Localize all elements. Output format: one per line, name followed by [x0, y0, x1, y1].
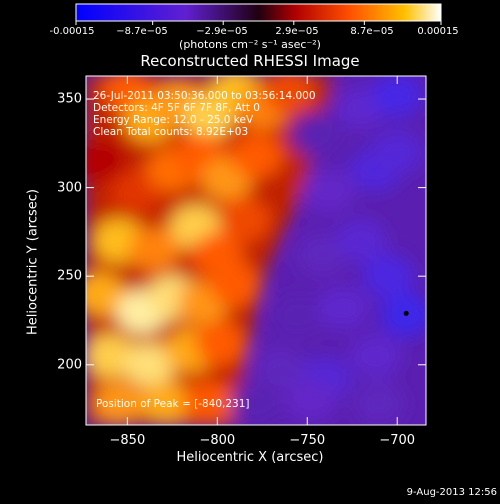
- heatmap-blob: [230, 381, 283, 425]
- colorbar-tick-label: 0.00015: [417, 26, 459, 37]
- time-range-line: 26-Jul-2011 03:50:36.000 to 03:56:14.000: [93, 90, 316, 102]
- heatmap-blob: [140, 381, 193, 425]
- y-tick-label: 300: [57, 180, 82, 196]
- heatmap-blob: [290, 112, 343, 157]
- heatmap-blob: [209, 263, 262, 308]
- x-axis-label: Heliocentric X (arcsec): [176, 450, 324, 465]
- detectors-line: Detectors: 4F 5F 6F 7F 8F, Att 0: [93, 102, 260, 114]
- colorbar-tick-label: 2.9e−05: [275, 26, 319, 37]
- heatmap-blob: [128, 227, 181, 272]
- heatmap-blob: [86, 139, 127, 184]
- heatmap-blob: [317, 286, 370, 331]
- heatmap-blob: [349, 333, 402, 378]
- heatmap-blob: [295, 232, 348, 277]
- heatmap-blob: [254, 346, 307, 391]
- heatmap-blob: [86, 333, 136, 378]
- heatmap-blob: [122, 342, 175, 387]
- heatmap-blob: [335, 218, 388, 263]
- x-tick-label: −750: [289, 433, 326, 448]
- heatmap-blob: [218, 197, 271, 242]
- x-tick-label: −850: [109, 433, 146, 448]
- peak-marker: [403, 310, 409, 316]
- heatmap-blobs: [86, 76, 426, 425]
- y-tick-label: 250: [57, 268, 82, 284]
- heatmap-blob: [230, 133, 283, 178]
- date-stamp: 9-Aug-2013 12:56: [406, 487, 497, 498]
- heatmap-blob: [371, 76, 424, 118]
- heatmap-blob: [194, 321, 247, 366]
- energy-range-line: Energy Range: 12.0 - 25.0 keV: [93, 114, 254, 126]
- plot-frame: [85, 75, 427, 426]
- y-tick-label: 200: [57, 357, 82, 373]
- heatmap-blob: [182, 381, 235, 425]
- y-axis-label: Heliocentric Y (arcsec): [25, 189, 41, 335]
- heatmap-blob: [86, 271, 125, 316]
- peak-position-label: Position of Peak = [-840,231]: [96, 398, 250, 410]
- x-tick-label: −700: [379, 433, 416, 448]
- heatmap-blob: [353, 381, 406, 425]
- colorbar-tick-marks: [75, 21, 442, 25]
- heatmap-blob: [380, 293, 426, 338]
- y-tick-label: 350: [57, 91, 82, 107]
- heatmap-blob: [371, 130, 424, 175]
- colorbar-tick-label: -0.00015: [49, 26, 95, 37]
- heatmap-blob: [362, 254, 415, 299]
- heatmap-blob: [284, 378, 337, 423]
- x-tick-label: −800: [199, 433, 236, 448]
- clean-counts-line: Clean Total counts: 8.92E+03: [93, 126, 249, 138]
- plot-title: Reconstructed RHESSI Image: [140, 52, 360, 70]
- colorbar-units: (photons cm⁻² s⁻¹ asec⁻²): [179, 38, 321, 51]
- heatmap-blob: [263, 76, 316, 113]
- heatmap-area: [86, 76, 426, 425]
- colorbar-tick-label: 8.7e−05: [350, 26, 394, 37]
- colorbar: [75, 3, 442, 22]
- colorbar-tick-label: −2.9e−05: [196, 26, 248, 37]
- heatmap-blob: [92, 381, 145, 425]
- axis-tick-marks: [86, 76, 426, 425]
- colorbar-tick-label: −8.7e−05: [116, 26, 168, 37]
- heatmap-blob: [302, 169, 355, 214]
- heatmap-blob: [272, 293, 325, 338]
